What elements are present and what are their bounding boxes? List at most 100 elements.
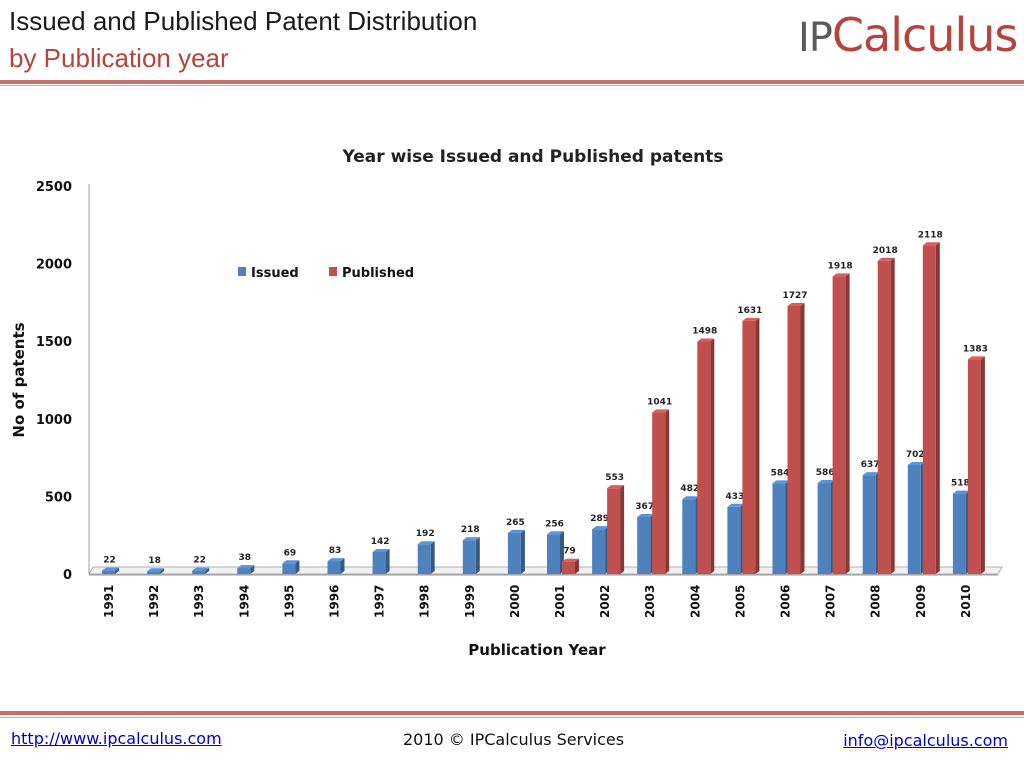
x-tick-label-2006: 2006: [779, 585, 793, 618]
bar-published-2003-side: [665, 409, 670, 574]
legend-label-published: Published: [342, 266, 414, 281]
bar-published-2009-side: [935, 242, 940, 574]
legend-swatch-published: [329, 267, 337, 276]
data-label-issued-2002: 289: [590, 514, 609, 524]
bar-issued-1995-side: [295, 560, 300, 574]
bar-published-2004: [697, 341, 711, 574]
x-tick-label-1997: 1997: [373, 585, 387, 618]
bar-issued-1993-side: [205, 567, 210, 574]
logo-calculus-text: Calculus: [831, 8, 1018, 62]
bar-published-2006-side: [800, 302, 805, 574]
x-tick-label-1999: 1999: [463, 585, 477, 618]
bar-published-2009: [922, 245, 936, 574]
x-tick-label-2004: 2004: [688, 585, 702, 618]
bar-published-2007-top: [832, 273, 850, 277]
data-label-issued-2010: 518: [951, 479, 970, 489]
bar-issued-2007: [817, 483, 831, 574]
header-divider-thin: [0, 85, 1024, 86]
bar-issued-2008-top: [862, 472, 880, 476]
slide-title: Issued and Published Patent Distribution: [9, 6, 478, 36]
bar-issued-2006: [772, 483, 786, 574]
data-label-issued-2006: 584: [771, 468, 790, 478]
data-label-issued-1999: 218: [461, 525, 480, 535]
bar-issued-1996-top: [327, 558, 345, 562]
bar-issued-1991-side: [115, 567, 119, 574]
bar-published-2009-top: [922, 242, 940, 246]
data-label-published-2004: 1498: [692, 327, 717, 337]
footer-divider: [0, 711, 1024, 715]
data-label-issued-2003: 367: [635, 502, 654, 512]
bar-issued-1993-top: [192, 567, 210, 571]
data-label-published-2010: 1383: [963, 344, 988, 354]
bar-published-2006-top: [787, 302, 805, 306]
x-tick-label-2003: 2003: [643, 585, 657, 618]
bar-issued-2006-top: [772, 480, 790, 484]
bar-issued-1996: [327, 561, 341, 574]
data-label-issued-1994: 38: [239, 553, 252, 563]
bar-issued-2002-top: [592, 526, 610, 530]
bar-issued-2010-top: [952, 490, 970, 494]
data-label-issued-1997: 142: [371, 537, 390, 547]
x-tick-label-2007: 2007: [824, 585, 838, 618]
bar-published-2006: [787, 305, 801, 574]
x-tick-label-1991: 1991: [102, 585, 116, 618]
bar-issued-1996-side: [340, 558, 345, 574]
slide-header: Issued and Published Patent Distribution…: [0, 0, 1024, 86]
bar-issued-1995-top: [282, 560, 300, 564]
data-label-issued-1996: 83: [329, 546, 342, 556]
data-label-issued-1991: 22: [103, 556, 116, 566]
y-tick-label: 2500: [36, 180, 72, 195]
bar-issued-2005-top: [727, 503, 745, 507]
header-divider: [0, 80, 1024, 84]
data-label-published-2006: 1727: [782, 291, 807, 301]
legend-label-issued: Issued: [251, 266, 299, 281]
bar-published-2004-side: [710, 338, 715, 574]
x-tick-label-2001: 2001: [553, 585, 567, 618]
x-axis-label: Publication Year: [468, 641, 606, 659]
bar-issued-2003: [637, 517, 651, 574]
bar-issued-2004-top: [682, 496, 700, 500]
bar-published-2010: [967, 359, 981, 574]
bar-issued-1991-top: [102, 567, 119, 571]
bar-published-2002-top: [607, 485, 625, 489]
bar-issued-2009: [907, 465, 921, 574]
y-axis-label: No of patents: [10, 322, 28, 437]
x-tick-label-1995: 1995: [282, 585, 296, 618]
y-tick-label: 500: [45, 490, 72, 505]
data-label-issued-2007: 586: [816, 468, 835, 478]
patent-bar-chart: Year wise Issued and Published patents 0 5…: [10, 147, 1003, 659]
chart-title: Year wise Issued and Published patents: [342, 147, 724, 167]
bar-issued-2000-side: [520, 529, 525, 574]
website-link[interactable]: http://www.ipcalculus.com: [11, 729, 222, 748]
bar-issued-2007-top: [817, 480, 835, 484]
x-tick-label-2005: 2005: [733, 585, 747, 618]
bar-issued-1992-top: [147, 568, 165, 572]
bar-issued-2003-top: [637, 514, 655, 518]
bar-issued-2008: [862, 475, 876, 574]
data-label-published-2008: 2018: [873, 246, 898, 256]
data-label-published-2009: 2118: [918, 230, 943, 240]
data-label-published-2001: 79: [563, 547, 576, 557]
data-label-issued-1995: 69: [284, 548, 297, 558]
x-tick-label-1993: 1993: [192, 585, 206, 618]
y-tick-label: 0: [63, 568, 72, 583]
bar-issued-1995: [282, 563, 296, 574]
bar-issued-2000: [507, 532, 521, 574]
bar-issued-1998: [417, 544, 431, 574]
bar-published-2010-side: [980, 356, 985, 574]
bar-issued-2004: [682, 499, 696, 574]
bar-published-2005-top: [742, 317, 760, 321]
data-label-issued-2004: 482: [680, 484, 699, 494]
data-label-published-2005: 1631: [737, 306, 762, 316]
data-label-issued-2001: 256: [545, 519, 564, 529]
data-label-issued-2005: 433: [726, 492, 745, 502]
email-link[interactable]: info@ipcalculus.com: [843, 731, 1008, 750]
slide-subtitle: by Publication year: [9, 43, 229, 73]
bar-issued-1992: [147, 571, 161, 574]
bar-issued-2001-top: [547, 531, 564, 535]
bar-issued-2000-top: [507, 529, 525, 533]
bar-published-2005-side: [755, 317, 760, 574]
ipcalculus-logo: IPCalculus: [798, 8, 1018, 68]
bar-issued-2001: [547, 534, 560, 574]
data-label-issued-1992: 18: [148, 556, 161, 566]
